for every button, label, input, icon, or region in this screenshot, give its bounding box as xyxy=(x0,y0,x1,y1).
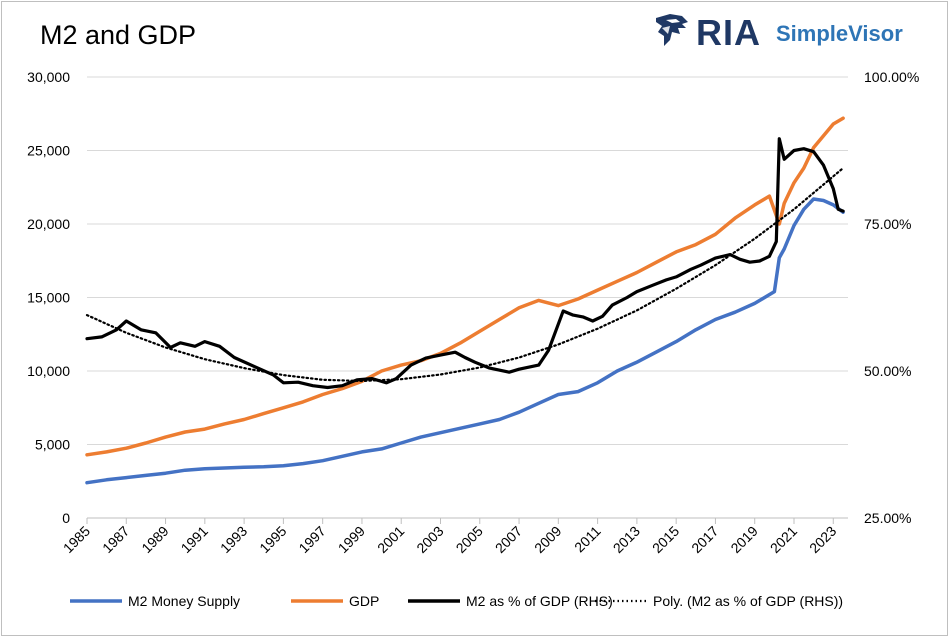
x-tick-label: 1991 xyxy=(178,523,211,556)
x-tick-label: 2003 xyxy=(413,523,446,556)
x-tick-label: 1985 xyxy=(60,523,93,556)
series-layer xyxy=(85,116,845,485)
x-tick-label: 1995 xyxy=(256,523,289,556)
logo-brand-text: RIA xyxy=(696,12,761,53)
series-line-poly-m2-as-of-gdp-rhs xyxy=(85,167,845,383)
series-line-gdp xyxy=(85,116,845,457)
x-tick-label: 1997 xyxy=(295,523,328,556)
x-tick-label: 2011 xyxy=(571,523,604,556)
x-tick-label: 1989 xyxy=(138,523,171,556)
series-line-m2-money-supply xyxy=(85,197,845,485)
ria-simplevisor-logo: RIA SimpleVisor xyxy=(648,8,908,53)
legend-label: GDP xyxy=(349,593,379,609)
legend-label: Poly. (M2 as % of GDP (RHS)) xyxy=(653,593,843,609)
right-axis: 25.00% 50.00% 75.00% 100.00% xyxy=(864,69,919,526)
left-tick-label: 25,000 xyxy=(27,143,70,159)
x-tick-label: 2009 xyxy=(531,523,564,556)
right-tick-label: 50.00% xyxy=(864,363,911,379)
x-tick-label: 2005 xyxy=(453,523,486,556)
x-tick-label: 2007 xyxy=(492,523,525,556)
x-tick-label: 2017 xyxy=(688,523,721,556)
x-tick-label: 1993 xyxy=(217,523,250,556)
x-tick-label: 2001 xyxy=(374,523,407,556)
right-tick-label: 100.00% xyxy=(864,69,919,85)
series-line-m2-as-of-gdp-rhs xyxy=(85,137,845,390)
chart-title: M2 and GDP xyxy=(40,20,197,50)
eagle-head-icon xyxy=(656,14,688,46)
right-tick-label: 75.00% xyxy=(864,216,911,232)
left-tick-label: 30,000 xyxy=(27,69,70,85)
legend-label: M2 Money Supply xyxy=(128,593,240,609)
x-tick-label: 2013 xyxy=(610,523,643,556)
gridlines xyxy=(87,76,848,445)
x-tick-label: 1987 xyxy=(99,523,132,556)
left-tick-label: 10,000 xyxy=(27,363,70,379)
left-tick-label: 5,000 xyxy=(35,437,70,453)
x-tick-label: 2021 xyxy=(767,523,800,556)
right-tick-label: 25.00% xyxy=(864,510,911,526)
x-tick-label: 2023 xyxy=(806,523,839,556)
x-axis: 1985 1987 1989 1991 1993 1995 1997 1999 2001 2003… xyxy=(60,517,848,556)
x-tick-label: 2015 xyxy=(649,523,682,556)
left-axis: 0 5,000 10,000 15,000 20,000 25,000 30,000 xyxy=(27,69,70,526)
legend: M2 Money Supply GDP M2 as % of GDP (RHS) Po… xyxy=(70,593,843,609)
legend-label: M2 as % of GDP (RHS) xyxy=(466,593,613,609)
left-tick-label: 0 xyxy=(62,510,70,526)
x-tick-label: 2019 xyxy=(727,523,760,556)
x-tick-label: 1999 xyxy=(335,523,368,556)
logo-product-text: SimpleVisor xyxy=(776,21,903,46)
left-tick-label: 20,000 xyxy=(27,216,70,232)
left-tick-label: 15,000 xyxy=(27,290,70,306)
